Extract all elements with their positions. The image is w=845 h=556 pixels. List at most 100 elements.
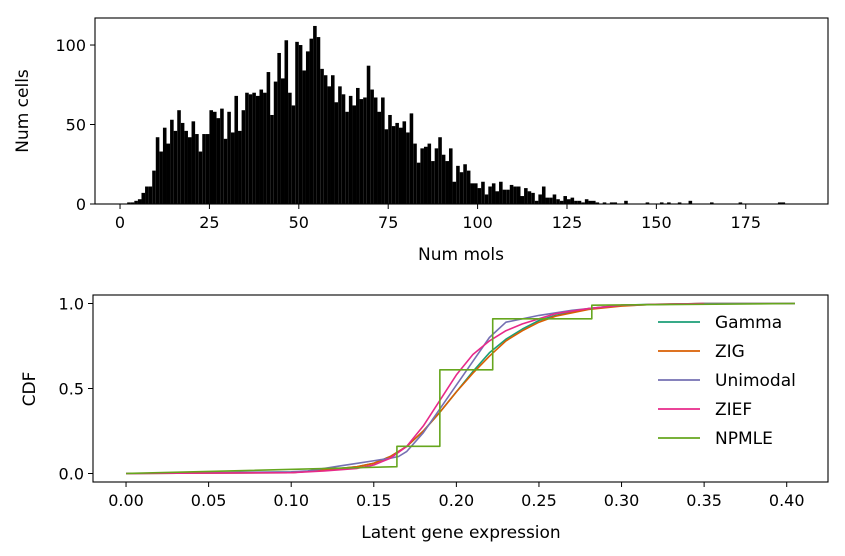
histogram-bar [659,202,664,204]
histogram-bar [381,97,385,204]
histogram-bar [481,181,485,204]
histogram-bar [495,191,500,204]
legend-label-unimodal: Unimodal [715,371,796,391]
histogram-bar [205,134,210,204]
histogram-bar [291,105,296,204]
histogram-bar [470,183,475,204]
histogram-bar [592,200,596,204]
histogram-bar [438,137,442,204]
histogram-bar [488,186,492,204]
histogram-bar [370,89,374,204]
histogram-bar [549,197,553,204]
legend-label-zig: ZIG [715,342,745,362]
cdf-x-ticks: 0.00 0.05 0.10 0.15 0.20 0.25 0.30 0.35 0.40 [108,482,805,510]
cdf-x-tick-label: 0.40 [769,491,805,510]
histogram-x-tick-label: 0 [115,213,125,232]
histogram-bar [388,114,392,204]
cdf-x-tick-label: 0.20 [439,491,475,510]
histogram-bar [148,186,153,204]
cdf-line-npmle [126,302,795,475]
histogram-bar [127,202,131,204]
histogram-y-tick-label: 100 [55,36,86,55]
histogram-bar [363,97,367,204]
cdf-y-ticks: 0.0 0.5 1.0 [59,295,93,484]
histogram-bar [527,191,532,204]
histogram-bar [180,122,185,204]
histogram-panel: 0 25 50 75 100 125 150 175 0 50 100 Num mols Num … [13,17,829,265]
histogram-bar [406,132,410,204]
histogram-bar [288,92,292,204]
histogram-axes-frame [94,17,829,205]
histogram-bar [423,146,428,204]
histogram-bar [305,51,310,205]
histogram-bar [298,45,303,205]
histogram-bar [459,172,464,204]
histogram-bar [223,138,228,204]
histogram-bar [277,52,281,204]
histogram-bar [341,94,346,204]
histogram-bar [173,130,178,204]
histogram-bar [738,202,743,204]
histogram-y-ticks: 0 50 100 [55,36,95,214]
histogram-bar [320,68,324,204]
histogram-bar [348,95,353,204]
cdf-legend: Gamma ZIG Unimodal ZIEF NPMLE [658,313,796,449]
histogram-bar [377,111,382,204]
histogram-bar [255,95,260,204]
cdf-axes-frame [92,294,829,483]
histogram-bar [431,161,435,204]
cdf-x-tick-label: 0.30 [604,491,640,510]
histogram-bar [270,114,274,204]
histogram-bar [581,202,585,204]
histogram-bar [309,38,314,204]
histogram-bar [516,186,521,204]
cdf-lines [126,302,795,475]
histogram-x-label: Num mols [418,245,504,265]
histogram-bar [538,194,542,204]
histogram-bar [398,127,403,204]
histogram-bar [259,89,264,204]
histogram-bar [384,129,389,204]
histogram-bar [366,65,371,204]
histogram-bar [448,148,453,204]
histogram-bar [613,202,618,204]
histogram-bar [677,202,682,204]
histogram-bar [402,121,407,204]
histogram-bar [184,130,188,204]
histogram-bar [545,197,550,204]
cdf-line-zig [126,302,795,475]
histogram-bar [191,121,196,204]
cdf-line-gamma [126,302,795,475]
histogram-bar [577,200,582,204]
histogram-bar [245,92,249,204]
cdf-y-tick-label: 0.5 [59,380,84,399]
histogram-bar [162,127,167,204]
histogram-bar [688,200,693,204]
histogram-bar [409,113,414,204]
histogram-bar [227,111,231,204]
histogram-bar [445,161,449,204]
cdf-x-tick-label: 0.35 [686,491,722,510]
histogram-bar [584,199,589,204]
legend-label-npmle: NPMLE [715,429,773,449]
histogram-bar [559,200,564,204]
histogram-bar [295,41,299,204]
cdf-x-tick-label: 0.15 [356,491,392,510]
histogram-bar [155,137,160,204]
histogram-bar [187,137,192,204]
histogram-x-tick-label: 100 [462,213,493,232]
histogram-bar [323,75,328,204]
histogram-bar [588,200,593,204]
histogram-bar [502,189,507,204]
cdf-x-tick-label: 0.10 [273,491,309,510]
histogram-bar [334,102,339,204]
cdf-x-label: Latent gene expression [361,523,560,543]
histogram-bar [395,122,399,204]
histogram-bar [556,199,560,204]
histogram-bar [273,81,278,204]
histogram-bar [280,78,285,204]
histogram-bar [345,111,349,204]
histogram-bar [574,200,578,204]
histogram-y-tick-label: 0 [76,195,86,214]
